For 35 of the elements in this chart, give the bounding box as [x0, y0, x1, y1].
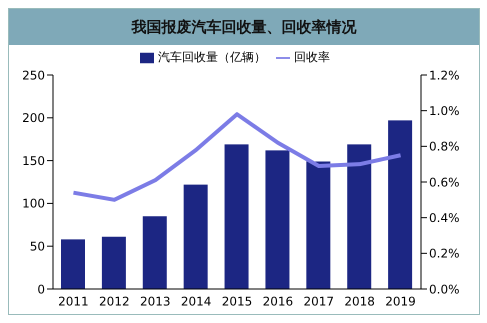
y-tick-label: 50 — [30, 239, 45, 254]
x-tick-label: 2013 — [140, 294, 170, 309]
x-tick-label: 2019 — [385, 294, 416, 309]
legend-label: 回收率 — [294, 50, 330, 64]
bar — [184, 184, 208, 289]
y2-tick-label: 1.0% — [429, 104, 460, 118]
bar — [142, 216, 167, 289]
y-tick-label: 250 — [22, 68, 45, 82]
y2-tick-label: 1.2% — [429, 68, 460, 82]
x-tick-label: 2012 — [99, 294, 130, 309]
bar — [265, 150, 290, 289]
legend-label: 汽车回收量（亿辆） — [158, 50, 266, 64]
y2-tick-label: 0.4% — [429, 210, 460, 225]
x-tick-label: 2016 — [262, 294, 294, 309]
y2-tick-label: 0.0% — [429, 282, 460, 296]
x-tick-label: 2017 — [304, 294, 334, 309]
y-tick-label: 100 — [22, 196, 45, 211]
bar — [224, 144, 249, 289]
bar — [61, 239, 85, 289]
x-tick-label: 2011 — [58, 294, 89, 309]
bar — [306, 161, 330, 289]
y2-tick-label: 0.2% — [429, 246, 460, 261]
x-tick-label: 2014 — [180, 294, 212, 309]
bar — [102, 236, 126, 289]
chart-title: 我国报废汽车回收量、回收率情况 — [9, 9, 479, 45]
y-tick-label: 0 — [37, 282, 45, 296]
y-tick-label: 150 — [22, 154, 45, 168]
line-series — [71, 112, 403, 202]
x-tick-label: 2018 — [344, 294, 375, 309]
y2-tick-label: 0.8% — [429, 140, 460, 154]
bar — [347, 144, 372, 289]
y-tick-label: 200 — [22, 111, 45, 126]
x-tick-label: 2015 — [222, 294, 252, 309]
y2-tick-label: 0.6% — [429, 175, 460, 190]
bar — [388, 120, 412, 289]
